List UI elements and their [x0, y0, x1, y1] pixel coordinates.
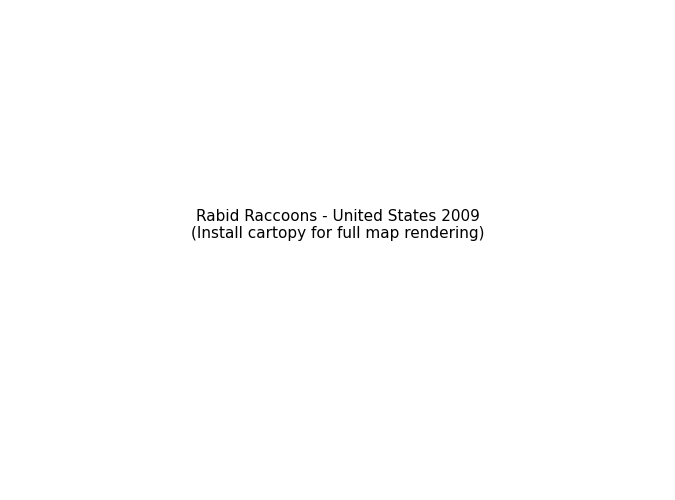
Text: Rabid Raccoons - United States 2009
(Install cartopy for full map rendering): Rabid Raccoons - United States 2009 (Ins… [191, 209, 484, 241]
